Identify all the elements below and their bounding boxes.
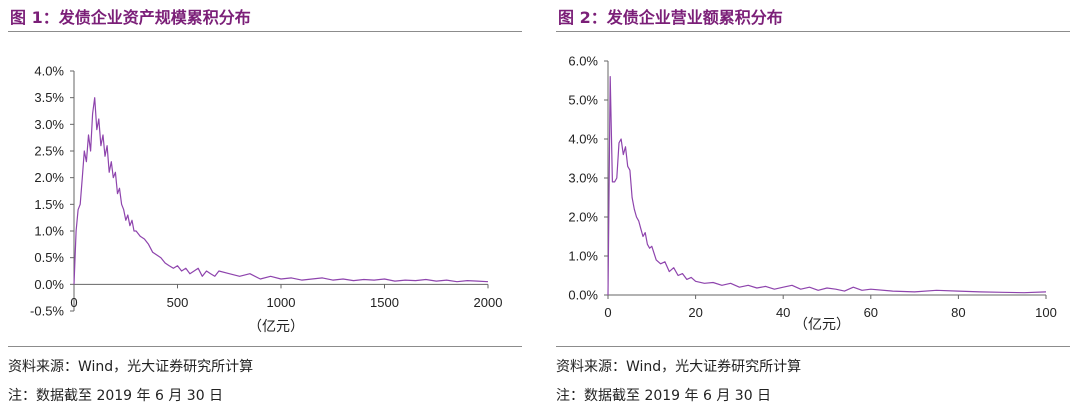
y-tick-label: 5.0%	[568, 93, 598, 108]
y-tick-label: 3.0%	[568, 171, 598, 186]
source-note: 资料来源：Wind，光大证券研究所计算	[8, 359, 254, 375]
figure-panel-left: 图 1：发债企业资产规模累积分布 -0.5% 0.0% 0.5% 1.0% 1.5% 2.…	[8, 0, 530, 411]
x-tick-label: 2000	[474, 295, 503, 310]
y-tick-label: 0.0%	[568, 288, 598, 303]
footer-rule	[556, 346, 1070, 347]
x-tick-label: 0	[70, 295, 77, 310]
y-tick-label: 1.0%	[34, 224, 64, 239]
x-tick-label: 60	[864, 305, 878, 320]
title-rule	[556, 31, 1070, 32]
source-note: 资料来源：Wind，光大证券研究所计算	[556, 359, 802, 375]
y-tick-label: 1.5%	[34, 197, 64, 212]
title-rule	[8, 31, 522, 32]
y-tick-label: 6.0%	[568, 54, 598, 69]
x-tick-label: 1500	[370, 295, 399, 310]
x-tick-label: 0	[604, 305, 611, 320]
x-axis-title: （亿元）	[248, 319, 304, 335]
x-axis-title: （亿元）	[794, 317, 850, 333]
figure-title: 图 1：发债企业资产规模累积分布	[10, 8, 251, 27]
x-tick-label: 100	[1035, 305, 1057, 320]
y-tick-label: 2.5%	[34, 144, 64, 159]
y-tick-label: 0.5%	[34, 250, 64, 265]
y-tick-label: 4.0%	[34, 64, 64, 79]
y-tick-label: 2.0%	[568, 210, 598, 225]
series-line	[73, 97, 489, 285]
data-cutoff-note: 注：数据截至 2019 年 6 月 30 日	[556, 388, 772, 404]
figure-panel-right: 图 2：发债企业营业额累积分布 0.0% 1.0% 2.0% 3.0% 4.0% 5.0%…	[556, 0, 1078, 411]
y-tick-label: 0.0%	[34, 277, 64, 292]
footer-rule	[8, 346, 522, 347]
y-tick-label: 3.0%	[34, 117, 64, 132]
y-tick-label: 2.0%	[34, 170, 64, 185]
x-tick-label: 500	[167, 295, 189, 310]
x-tick-label: 1000	[267, 295, 296, 310]
x-tick-label: 40	[776, 305, 790, 320]
y-tick-label: 4.0%	[568, 132, 598, 147]
asset-scale-distribution-chart: -0.5% 0.0% 0.5% 1.0% 1.5% 2.0% 2.5% 3.0% 3.5% 4.0…	[30, 64, 503, 336]
x-tick-label: 20	[688, 305, 702, 320]
revenue-distribution-chart: 0.0% 1.0% 2.0% 3.0% 4.0% 5.0% 6.0% 0 20 40 60 80 100…	[568, 54, 1057, 334]
y-tick-label: 3.5%	[34, 90, 64, 105]
figure-title: 图 2：发债企业营业额累积分布	[558, 8, 783, 27]
data-cutoff-note: 注：数据截至 2019 年 6 月 30 日	[8, 388, 224, 404]
y-tick-label: -0.5%	[30, 304, 64, 319]
y-tick-label: 1.0%	[568, 249, 598, 264]
x-tick-label: 80	[951, 305, 965, 320]
series-line	[607, 75, 1047, 296]
